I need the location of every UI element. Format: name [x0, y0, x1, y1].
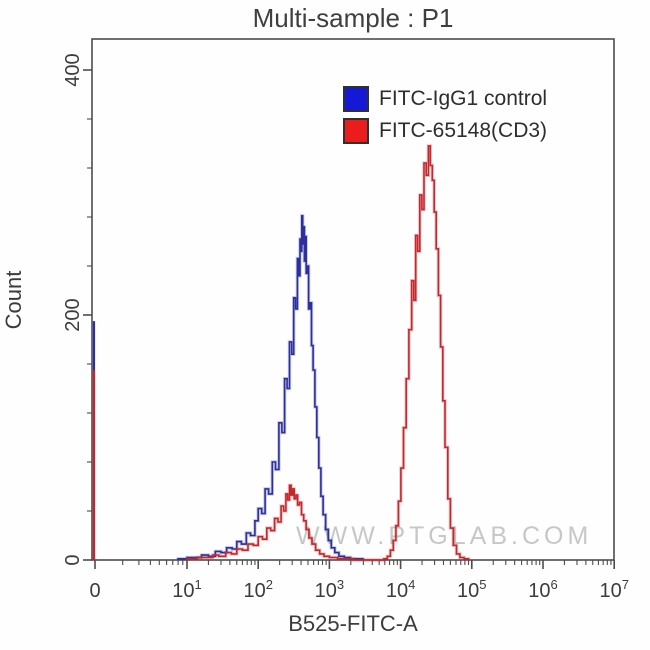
- svg-text:101: 101: [172, 577, 201, 602]
- series-cd3: [92, 144, 471, 562]
- legend-label-cd3: FITC-65148(CD3): [379, 119, 548, 142]
- svg-text:104: 104: [386, 577, 415, 602]
- svg-text:103: 103: [315, 577, 344, 602]
- legend-label-control: FITC-IgG1 control: [379, 87, 548, 110]
- svg-text:0: 0: [89, 580, 100, 602]
- x-axis-label: B525-FITC-A: [288, 611, 418, 636]
- svg-text:105: 105: [457, 577, 486, 602]
- legend-item-cd3: FITC-65148(CD3): [343, 117, 547, 144]
- y-axis-ticks: [83, 69, 92, 561]
- svg-text:107: 107: [599, 577, 628, 602]
- y-axis-label: Count: [1, 270, 26, 330]
- chart-title: Multi-sample : P1: [252, 3, 454, 33]
- y-axis-tick-labels: 0 200 400: [62, 53, 84, 565]
- x-axis-ticks: [94, 560, 616, 569]
- svg-text:106: 106: [528, 577, 557, 602]
- series-igg1-control: [92, 214, 365, 561]
- legend-item-control: FITC-IgG1 control: [343, 85, 547, 112]
- svg-text:0: 0: [62, 554, 84, 565]
- legend-swatch-blue: [343, 85, 369, 112]
- x-axis-tick-labels: 0 101 102 103 104 105 106 107: [89, 577, 629, 602]
- legend: FITC-IgG1 control FITC-65148(CD3): [343, 85, 547, 149]
- svg-text:200: 200: [62, 298, 84, 331]
- svg-text:400: 400: [62, 53, 84, 86]
- svg-text:102: 102: [243, 577, 272, 602]
- legend-swatch-red: [343, 117, 369, 144]
- watermark-text: WWW.PTGLAB.COM: [296, 522, 593, 550]
